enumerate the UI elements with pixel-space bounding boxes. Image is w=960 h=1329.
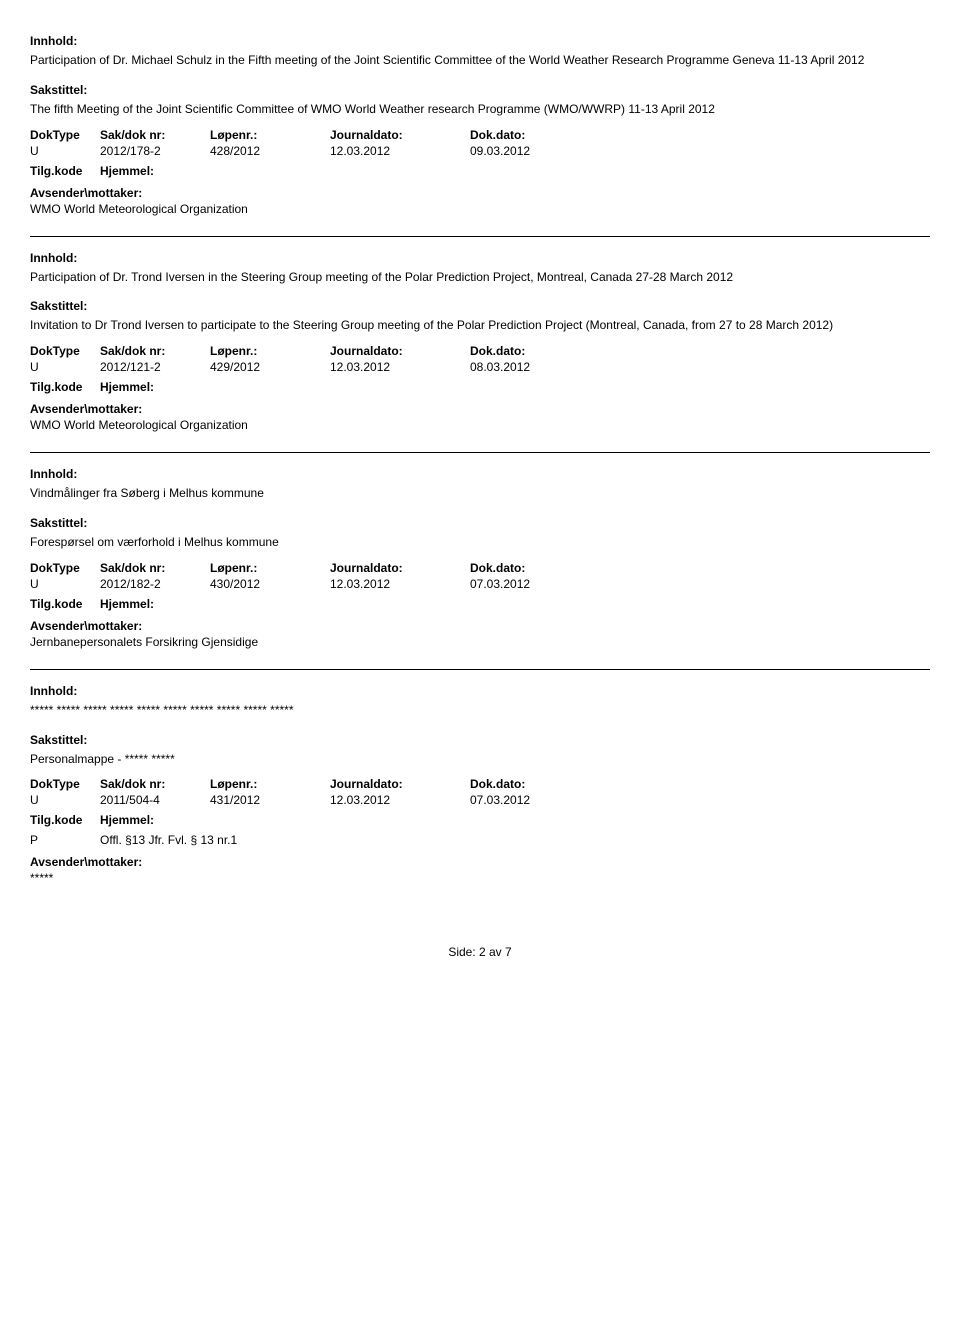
hjemmel-label: Hjemmel:: [100, 597, 154, 611]
ddato-value: 07.03.2012: [470, 793, 590, 807]
sakstittel-text: Forespørsel om værforhold i Melhus kommu…: [30, 534, 930, 551]
sakstittel-text: The fifth Meeting of the Joint Scientifi…: [30, 101, 930, 118]
tilgkode-label: Tilg.kode: [30, 164, 100, 178]
tilgkode-value: P: [30, 833, 100, 847]
sakstittel-label: Sakstittel:: [30, 516, 930, 530]
avsender-value: *****: [30, 871, 930, 885]
tilgkode-row: Tilg.kode Hjemmel:: [30, 380, 930, 394]
innhold-text: ***** ***** ***** ***** ***** ***** ****…: [30, 702, 930, 719]
sakstittel-label: Sakstittel:: [30, 299, 930, 313]
tilgkode-row: Tilg.kode Hjemmel:: [30, 813, 930, 827]
col-doktype-header: DokType: [30, 561, 100, 575]
col-journaldato-header: Journaldato:: [330, 561, 470, 575]
jdato-value: 12.03.2012: [330, 577, 470, 591]
col-doktype-header: DokType: [30, 128, 100, 142]
tilgkode-value-row: P Offl. §13 Jfr. Fvl. § 13 nr.1: [30, 833, 930, 847]
tilgkode-label: Tilg.kode: [30, 380, 100, 394]
tilgkode-row: Tilg.kode Hjemmel:: [30, 597, 930, 611]
lopenr-value: 430/2012: [210, 577, 330, 591]
table-header-row: DokType Sak/dok nr: Løpenr.: Journaldato…: [30, 344, 930, 358]
col-sakdok-header: Sak/dok nr:: [100, 777, 210, 791]
journal-entry: Innhold: Participation of Dr. Trond Iver…: [30, 251, 930, 433]
ddato-value: 08.03.2012: [470, 360, 590, 374]
col-lopenr-header: Løpenr.:: [210, 344, 330, 358]
ddato-value: 09.03.2012: [470, 144, 590, 158]
col-dokdato-header: Dok.dato:: [470, 777, 590, 791]
col-journaldato-header: Journaldato:: [330, 777, 470, 791]
innhold-label: Innhold:: [30, 251, 930, 265]
col-lopenr-header: Løpenr.:: [210, 128, 330, 142]
sakstittel-label: Sakstittel:: [30, 83, 930, 97]
innhold-label: Innhold:: [30, 34, 930, 48]
divider: [30, 669, 930, 670]
tilgkode-row: Tilg.kode Hjemmel:: [30, 164, 930, 178]
tilgkode-label: Tilg.kode: [30, 597, 100, 611]
avsender-value: WMO World Meteorological Organization: [30, 418, 930, 432]
hjemmel-label: Hjemmel:: [100, 164, 154, 178]
table-data-row: U 2012/182-2 430/2012 12.03.2012 07.03.2…: [30, 577, 930, 591]
innhold-text: Vindmålinger fra Søberg i Melhus kommune: [30, 485, 930, 502]
innhold-label: Innhold:: [30, 684, 930, 698]
table-data-row: U 2012/178-2 428/2012 12.03.2012 09.03.2…: [30, 144, 930, 158]
sakstittel-text: Invitation to Dr Trond Iversen to partic…: [30, 317, 930, 334]
lopenr-value: 429/2012: [210, 360, 330, 374]
col-sakdok-header: Sak/dok nr:: [100, 128, 210, 142]
lopenr-value: 431/2012: [210, 793, 330, 807]
doktype-value: U: [30, 144, 100, 158]
avsender-label: Avsender\mottaker:: [30, 619, 930, 633]
col-sakdok-header: Sak/dok nr:: [100, 344, 210, 358]
innhold-label: Innhold:: [30, 467, 930, 481]
hjemmel-label: Hjemmel:: [100, 380, 154, 394]
col-sakdok-header: Sak/dok nr:: [100, 561, 210, 575]
hjemmel-value: Offl. §13 Jfr. Fvl. § 13 nr.1: [100, 833, 237, 847]
innhold-text: Participation of Dr. Michael Schulz in t…: [30, 52, 930, 69]
sakstittel-text: Personalmappe - ***** *****: [30, 751, 930, 768]
doktype-value: U: [30, 577, 100, 591]
table-data-row: U 2011/504-4 431/2012 12.03.2012 07.03.2…: [30, 793, 930, 807]
col-dokdato-header: Dok.dato:: [470, 344, 590, 358]
jdato-value: 12.03.2012: [330, 360, 470, 374]
avsender-value: Jernbanepersonalets Forsikring Gjensidig…: [30, 635, 930, 649]
avsender-label: Avsender\mottaker:: [30, 186, 930, 200]
sakdok-value: 2012/121-2: [100, 360, 210, 374]
jdato-value: 12.03.2012: [330, 793, 470, 807]
table-header-row: DokType Sak/dok nr: Løpenr.: Journaldato…: [30, 128, 930, 142]
page-footer: Side: 2 av 7: [30, 945, 930, 959]
hjemmel-label: Hjemmel:: [100, 813, 154, 827]
ddato-value: 07.03.2012: [470, 577, 590, 591]
table-data-row: U 2012/121-2 429/2012 12.03.2012 08.03.2…: [30, 360, 930, 374]
innhold-text: Participation of Dr. Trond Iversen in th…: [30, 269, 930, 286]
table-header-row: DokType Sak/dok nr: Løpenr.: Journaldato…: [30, 561, 930, 575]
col-lopenr-header: Løpenr.:: [210, 777, 330, 791]
lopenr-value: 428/2012: [210, 144, 330, 158]
col-dokdato-header: Dok.dato:: [470, 561, 590, 575]
sakdok-value: 2011/504-4: [100, 793, 210, 807]
col-lopenr-header: Løpenr.:: [210, 561, 330, 575]
journal-entry: Innhold: ***** ***** ***** ***** ***** *…: [30, 684, 930, 886]
col-dokdato-header: Dok.dato:: [470, 128, 590, 142]
col-doktype-header: DokType: [30, 344, 100, 358]
col-doktype-header: DokType: [30, 777, 100, 791]
journal-entry: Innhold: Participation of Dr. Michael Sc…: [30, 34, 930, 216]
jdato-value: 12.03.2012: [330, 144, 470, 158]
sakdok-value: 2012/178-2: [100, 144, 210, 158]
table-header-row: DokType Sak/dok nr: Løpenr.: Journaldato…: [30, 777, 930, 791]
sakdok-value: 2012/182-2: [100, 577, 210, 591]
doktype-value: U: [30, 793, 100, 807]
avsender-label: Avsender\mottaker:: [30, 855, 930, 869]
avsender-value: WMO World Meteorological Organization: [30, 202, 930, 216]
col-journaldato-header: Journaldato:: [330, 128, 470, 142]
tilgkode-label: Tilg.kode: [30, 813, 100, 827]
doktype-value: U: [30, 360, 100, 374]
col-journaldato-header: Journaldato:: [330, 344, 470, 358]
divider: [30, 236, 930, 237]
journal-entry: Innhold: Vindmålinger fra Søberg i Melhu…: [30, 467, 930, 649]
avsender-label: Avsender\mottaker:: [30, 402, 930, 416]
divider: [30, 452, 930, 453]
sakstittel-label: Sakstittel:: [30, 733, 930, 747]
